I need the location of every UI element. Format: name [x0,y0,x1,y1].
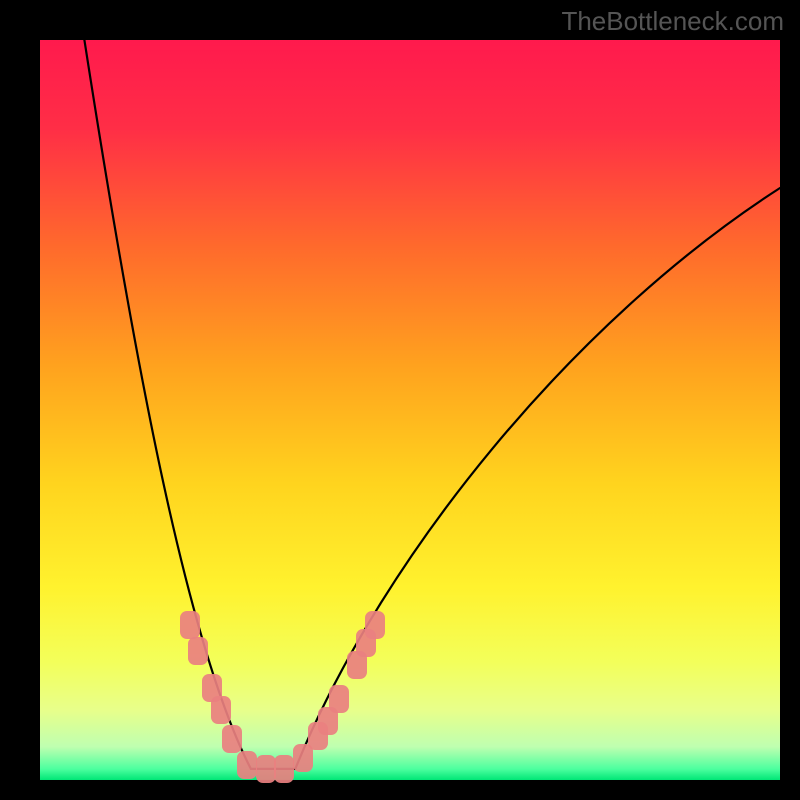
data-marker [180,611,200,639]
data-marker [274,755,294,783]
data-marker [256,755,276,783]
data-marker [211,696,231,724]
plot-area [40,40,780,780]
watermark-text: TheBottleneck.com [561,6,784,37]
data-marker [188,637,208,665]
curve-svg [40,40,780,780]
data-marker [365,611,385,639]
data-marker [237,751,257,779]
chart-stage: TheBottleneck.com [0,0,800,800]
data-marker [329,685,349,713]
data-marker [222,725,242,753]
